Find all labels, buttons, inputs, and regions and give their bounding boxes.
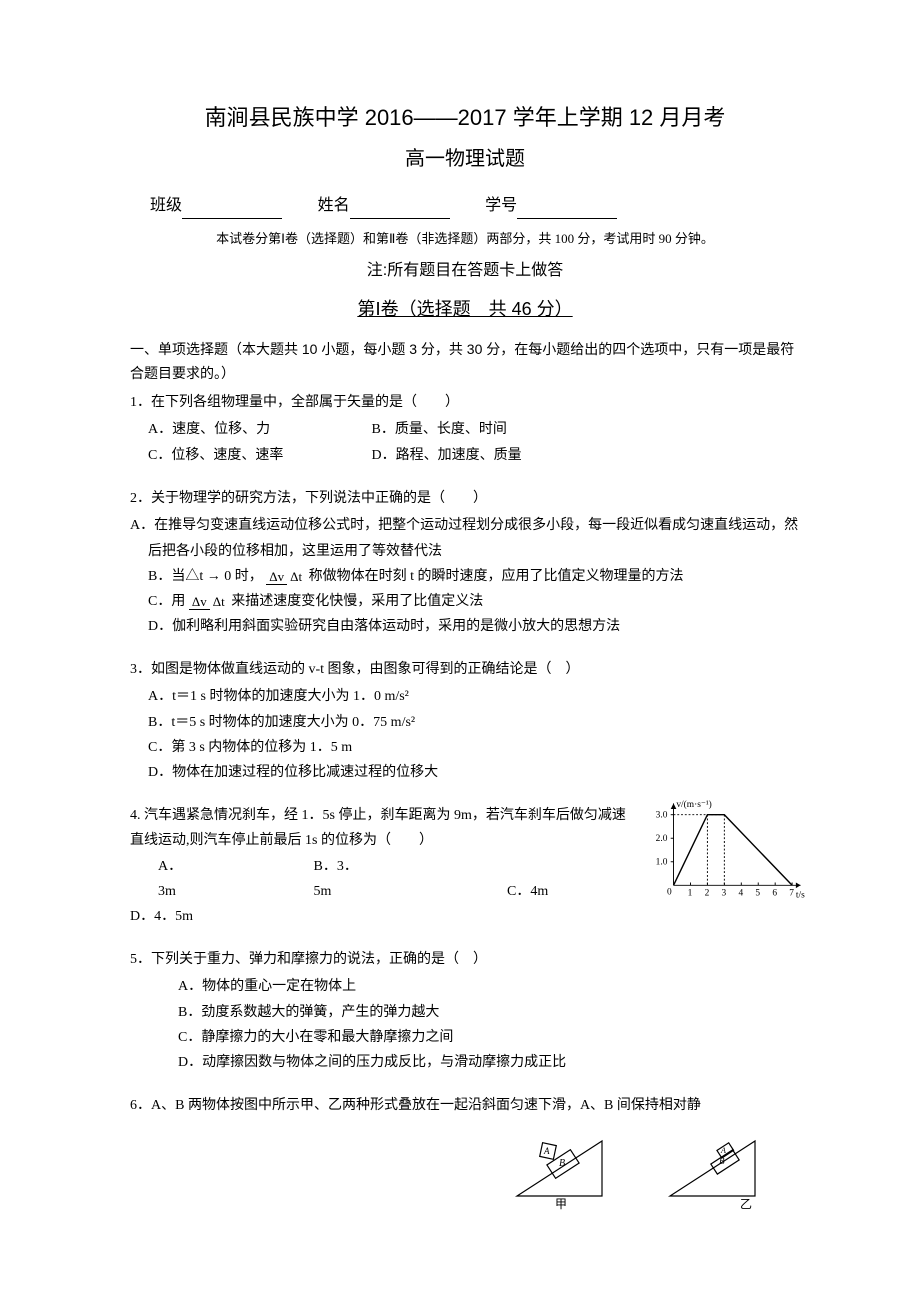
q4-optB: B．3．5m <box>194 854 374 904</box>
figB-labelA: A <box>720 1146 726 1155</box>
xtick-6: 6 <box>772 889 777 899</box>
fig1-caption: 甲 <box>555 1197 567 1211</box>
question-3: 3．如图是物体做直线运动的 v-t 图象，由图象可得到的正确结论是（ ） A．t… <box>130 657 800 785</box>
name-label: 姓名 <box>318 197 350 214</box>
q2-optB: B．当△t → 0 时， ΔvΔt 称做物体在时刻 t 的瞬时速度，应用了比值定… <box>148 564 800 589</box>
xtick-7: 7 <box>789 889 794 899</box>
q1-optD: D．路程、加速度、质量 <box>372 443 522 468</box>
q2-optA: A．在推导匀变速直线运动位移公式时，把整个运动过程划分成很多小段，每一段近似看成… <box>130 513 800 563</box>
exam-title-sub: 高一物理试题 <box>130 143 800 175</box>
q2-stem: 2．关于物理学的研究方法，下列说法中正确的是（ ） <box>130 486 800 511</box>
ylabel: v/(m·s⁻¹) <box>676 799 711 810</box>
q1-optC: C．位移、速度、速率 <box>148 443 368 468</box>
q3-optD: D．物体在加速过程的位移比减速过程的位移大 <box>148 760 800 785</box>
id-label: 学号 <box>485 197 517 214</box>
ytick-3: 3.0 <box>656 811 668 821</box>
frac-den: Δt <box>287 569 305 584</box>
q3-optC: C．第 3 s 内物体的位移为 1．5 m <box>148 735 800 760</box>
q1-optB: B．质量、长度、时间 <box>372 417 507 442</box>
q2-optB-post: 称做物体在时刻 t 的瞬时速度，应用了比值定义物理量的方法 <box>309 569 684 584</box>
q5-stem: 5．下列关于重力、弹力和摩擦力的说法，正确的是（ ） <box>130 947 800 972</box>
id-blank <box>517 203 617 219</box>
q5-optA: A．物体的重心一定在物体上 <box>178 974 800 999</box>
q1-optA: A．速度、位移、力 <box>148 417 368 442</box>
q2-optB-pre: B．当△t → 0 时， <box>148 569 263 584</box>
q6-stem: 6．A、B 两物体按图中所示甲、乙两种形式叠放在一起沿斜面匀速下滑，A、B 间保… <box>130 1093 800 1118</box>
xtick-5: 5 <box>755 889 760 899</box>
answer-note: 注:所有题目在答题卡上做答 <box>130 258 800 284</box>
class-label: 班级 <box>150 197 182 214</box>
frac-den-2: Δt <box>210 594 228 609</box>
q2-optD: D．伽利略利用斜面实验研究自由落体运动时，采用的是微小放大的思想方法 <box>148 614 800 639</box>
student-info-row: 班级 姓名 学号 <box>130 193 800 219</box>
fraction-dv-dt-2: ΔvΔt <box>189 590 228 613</box>
q3-stem: 3．如图是物体做直线运动的 v-t 图象，由图象可得到的正确结论是（ ） <box>130 657 800 682</box>
ytick-1: 1.0 <box>656 858 668 868</box>
fraction-dv-dt-1: ΔvΔt <box>266 565 305 588</box>
name-blank <box>350 203 450 219</box>
exam-note: 本试卷分第Ⅰ卷（选择题）和第Ⅱ卷（非选择题）两部分，共 100 分，考试用时 9… <box>130 229 800 250</box>
exam-title-main: 南涧县民族中学 2016——2017 学年上学期 12 月月考 <box>130 100 800 135</box>
fig2-caption: 乙 <box>740 1197 752 1211</box>
vt-chart: 1.0 2.0 3.0 1 2 3 4 5 6 7 v/(m·s⁻¹) t/s … <box>650 795 810 905</box>
part1-instruction: 一、单项选择题（本大题共 10 小题，每小题 3 分，共 30 分，在每小题给出… <box>130 338 800 386</box>
xtick-1: 1 <box>688 889 693 899</box>
q4-optA: A．3m <box>130 854 190 904</box>
xtick-3: 3 <box>722 889 727 899</box>
frac-num-2: Δv <box>189 594 210 610</box>
q2-optC-post: 来描述速度变化快慢，采用了比值定义法 <box>231 594 483 609</box>
class-blank <box>182 203 282 219</box>
q5-optB: B．劲度系数越大的弹簧，产生的弹力越大 <box>178 1000 800 1025</box>
question-4: 4. 汽车遇紧急情况刹车，经 1．5s 停止，刹车距离为 9m，若汽车刹车后做匀… <box>130 803 800 929</box>
frac-num: Δv <box>266 569 287 585</box>
figA-labelA: A <box>543 1146 550 1156</box>
q4-stem: 4. 汽车遇紧急情况刹车，经 1．5s 停止，刹车距离为 9m，若汽车刹车后做匀… <box>130 808 626 848</box>
q4-optC: C．4m <box>377 879 548 904</box>
section1-title: 第Ⅰ卷（选择题 共 46 分） <box>130 295 800 324</box>
origin-label: 0 <box>667 888 672 898</box>
figB-labelB: B <box>719 1156 725 1166</box>
figure-yi: A B 乙 <box>660 1126 770 1211</box>
figA-labelB: B <box>559 1158 565 1169</box>
q2-optC: C．用 ΔvΔt 来描述速度变化快慢，采用了比值定义法 <box>148 589 800 614</box>
q4-optD: D．4．5m <box>130 904 800 929</box>
figure-jia: A B 甲 <box>507 1126 617 1211</box>
xlabel: t/s <box>796 891 805 901</box>
q3-optB: B．t＝5 s 时物体的加速度大小为 0．75 m/s² <box>148 710 800 735</box>
question-5: 5．下列关于重力、弹力和摩擦力的说法，正确的是（ ） A．物体的重心一定在物体上… <box>130 947 800 1075</box>
ytick-2: 2.0 <box>656 834 668 844</box>
xtick-4: 4 <box>738 889 743 899</box>
q5-optC: C．静摩擦力的大小在零和最大静摩擦力之间 <box>178 1025 800 1050</box>
q5-optD: D．动摩擦因数与物体之间的压力成反比，与滑动摩擦力成正比 <box>178 1050 800 1075</box>
q2-optC-pre: C．用 <box>148 594 189 609</box>
question-2: 2．关于物理学的研究方法，下列说法中正确的是（ ） A．在推导匀变速直线运动位移… <box>130 486 800 639</box>
xtick-2: 2 <box>705 889 710 899</box>
question-6: 6．A、B 两物体按图中所示甲、乙两种形式叠放在一起沿斜面匀速下滑，A、B 间保… <box>130 1093 800 1220</box>
q1-stem: 1．在下列各组物理量中，全部属于矢量的是（ ） <box>130 390 800 415</box>
question-1: 1．在下列各组物理量中，全部属于矢量的是（ ） A．速度、位移、力 B．质量、长… <box>130 390 800 469</box>
q3-optA: A．t＝1 s 时物体的加速度大小为 1．0 m/s² <box>148 684 800 709</box>
